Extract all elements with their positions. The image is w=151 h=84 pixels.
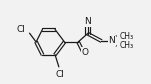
Text: CH₃: CH₃ xyxy=(120,32,134,40)
Text: N: N xyxy=(108,36,115,45)
Text: Cl: Cl xyxy=(17,25,26,34)
Text: N: N xyxy=(84,17,91,26)
Text: Cl: Cl xyxy=(56,70,65,79)
Text: CH₃: CH₃ xyxy=(120,41,134,50)
Text: O: O xyxy=(82,48,89,57)
